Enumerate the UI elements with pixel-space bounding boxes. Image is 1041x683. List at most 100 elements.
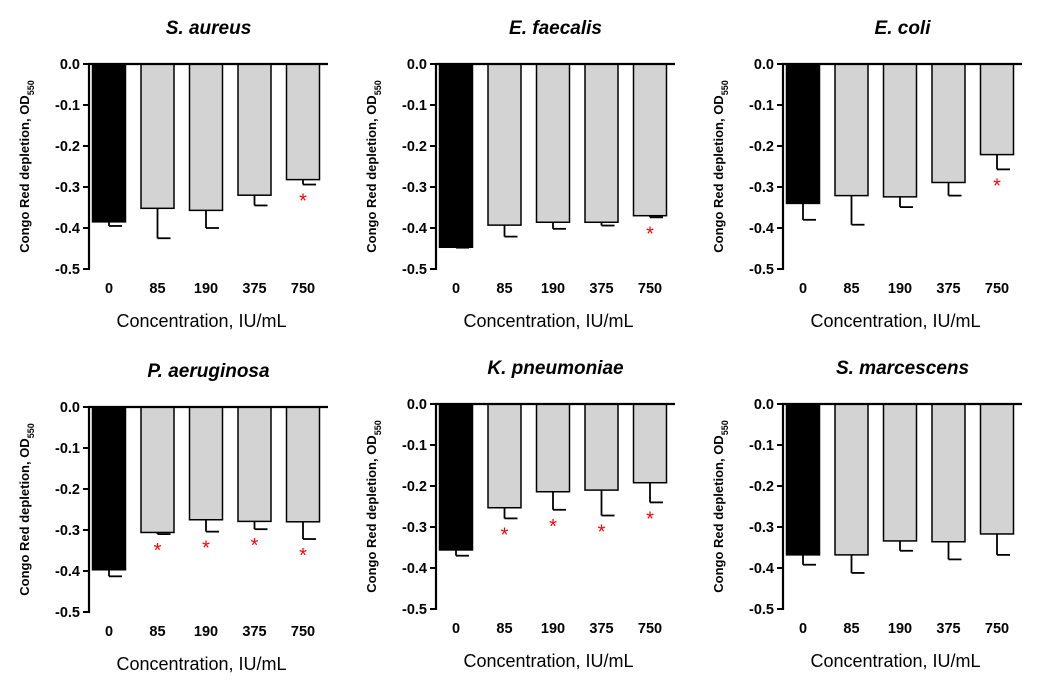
- x-tick-label: 0: [105, 281, 113, 297]
- x-tick-label: 0: [799, 281, 807, 297]
- bar-0: [785, 403, 821, 556]
- y-tick-label: -0.2: [55, 139, 80, 155]
- bar-190: [535, 63, 571, 224]
- x-tick-label: 750: [291, 281, 315, 297]
- y-axis-label-main: Congo Red depletion, OD: [364, 435, 379, 592]
- bar-85: [140, 63, 175, 210]
- bar-375: [237, 63, 272, 196]
- bar-0: [785, 63, 821, 205]
- x-tick-label: 375: [242, 624, 266, 640]
- y-tick-label: -0.2: [55, 482, 80, 498]
- chart-svg-s-marcescens: S. marcescens Congo Red depletion, OD550 0…: [711, 358, 1022, 671]
- chart-title: K. pneumoniae: [487, 358, 624, 379]
- bar-0: [438, 63, 474, 249]
- y-tick-label: -0.1: [402, 438, 427, 454]
- bar-750: [285, 406, 321, 523]
- y-tick-label: -0.1: [402, 98, 427, 114]
- bar-190: [882, 63, 918, 198]
- bar-375: [237, 406, 272, 523]
- y-axis-label-subscript: 550: [373, 80, 383, 95]
- chart-panel-s-aureus: S. aureus Congo Red depletion, OD550 0.0 -0…: [0, 0, 347, 340]
- chart-panel-s-marcescens: S. marcescens Congo Red depletion, OD550 0…: [694, 340, 1041, 680]
- y-tick-label: -0.3: [402, 520, 427, 536]
- chart-panel-e-coli: E. coli Congo Red depletion, OD550 0.0 -0.1…: [694, 0, 1041, 340]
- bar-750: [285, 63, 321, 181]
- y-tick-label: -0.3: [55, 523, 80, 539]
- bar-85: [140, 406, 175, 534]
- y-axis-label: Congo Red depletion, OD550: [711, 80, 730, 252]
- bar-190: [188, 63, 224, 212]
- y-tick-label: -0.5: [749, 262, 774, 278]
- y-axis-label-subscript: 550: [26, 80, 36, 95]
- y-axis-label: Congo Red depletion, OD550: [17, 80, 36, 252]
- y-axis-label-main: Congo Red depletion, OD: [711, 435, 726, 592]
- y-tick-label: -0.5: [402, 262, 427, 278]
- significance-mark: *: [154, 540, 162, 562]
- chart-svg-e-faecalis: E. faecalis Congo Red depletion, OD550 0.0…: [364, 18, 675, 331]
- bar-0: [91, 63, 127, 223]
- y-tick-label: -0.1: [55, 98, 80, 114]
- chart-title: E. coli: [875, 18, 932, 39]
- chart-panel-e-faecalis: E. faecalis Congo Red depletion, OD550 0.0…: [347, 0, 694, 340]
- x-tick-label: 85: [843, 281, 859, 297]
- x-tick-label: 190: [888, 621, 912, 637]
- y-axis-label-main: Congo Red depletion, OD: [17, 438, 32, 595]
- x-tick-label: 190: [541, 621, 565, 637]
- significance-mark: *: [598, 522, 606, 544]
- bar-375: [931, 63, 966, 184]
- significance-mark: *: [993, 175, 1001, 197]
- significance-mark: *: [251, 535, 259, 557]
- y-tick-label: 0.0: [754, 397, 774, 413]
- x-tick-label: 85: [843, 621, 859, 637]
- y-tick-label: -0.3: [402, 180, 427, 196]
- x-tick-label: 375: [589, 621, 613, 637]
- y-tick-label: -0.4: [402, 561, 427, 577]
- y-tick-label: 0.0: [754, 57, 774, 73]
- bar-0: [91, 406, 127, 571]
- x-tick-label: 0: [799, 621, 807, 637]
- y-axis-label: Congo Red depletion, OD550: [711, 420, 730, 592]
- x-tick-label: 375: [589, 281, 613, 297]
- y-axis-label-main: Congo Red depletion, OD: [711, 95, 726, 252]
- x-tick-label: 85: [149, 281, 165, 297]
- y-tick-label: 0.0: [60, 400, 80, 416]
- x-tick-label: 85: [496, 621, 512, 637]
- x-axis-label: Concentration, IU/mL: [116, 311, 286, 331]
- x-axis-label: Concentration, IU/mL: [810, 311, 980, 331]
- bar-750: [979, 63, 1015, 156]
- chart-title: E. faecalis: [509, 18, 602, 39]
- y-tick-label: -0.5: [749, 602, 774, 618]
- y-tick-label: -0.3: [55, 180, 80, 196]
- y-tick-label: -0.4: [55, 221, 80, 237]
- y-axis-label: Congo Red depletion, OD550: [17, 423, 36, 595]
- x-tick-label: 0: [452, 621, 460, 637]
- bar-750: [632, 403, 668, 484]
- bar-85: [834, 63, 869, 197]
- x-tick-label: 750: [638, 281, 662, 297]
- bar-0: [438, 403, 474, 551]
- y-tick-label: -0.2: [749, 479, 774, 495]
- y-axis-label-subscript: 550: [720, 420, 730, 435]
- x-tick-label: 190: [541, 281, 565, 297]
- chart-svg-e-coli: E. coli Congo Red depletion, OD550 0.0 -0.1…: [711, 18, 1022, 331]
- bar-375: [584, 63, 619, 224]
- x-axis-label: Concentration, IU/mL: [810, 651, 980, 671]
- chart-title: S. marcescens: [836, 358, 969, 379]
- y-axis-label-subscript: 550: [373, 420, 383, 435]
- x-tick-label: 0: [105, 624, 113, 640]
- x-tick-label: 0: [452, 281, 460, 297]
- y-tick-label: 0.0: [407, 57, 427, 73]
- significance-mark: *: [646, 508, 654, 530]
- x-tick-label: 750: [985, 621, 1009, 637]
- y-tick-label: -0.4: [402, 221, 427, 237]
- y-axis-label: Congo Red depletion, OD550: [364, 80, 383, 252]
- y-tick-label: -0.5: [402, 602, 427, 618]
- chart-panel-p-aeruginosa: P. aeruginosa Congo Red depletion, OD550 0…: [0, 343, 347, 683]
- x-tick-label: 375: [936, 621, 960, 637]
- significance-mark: *: [501, 524, 509, 546]
- y-tick-label: 0.0: [407, 397, 427, 413]
- chart-svg-p-aeruginosa: P. aeruginosa Congo Red depletion, OD550 0…: [17, 361, 328, 674]
- x-tick-label: 750: [985, 281, 1009, 297]
- bar-375: [931, 403, 966, 543]
- y-axis-label-main: Congo Red depletion, OD: [17, 95, 32, 252]
